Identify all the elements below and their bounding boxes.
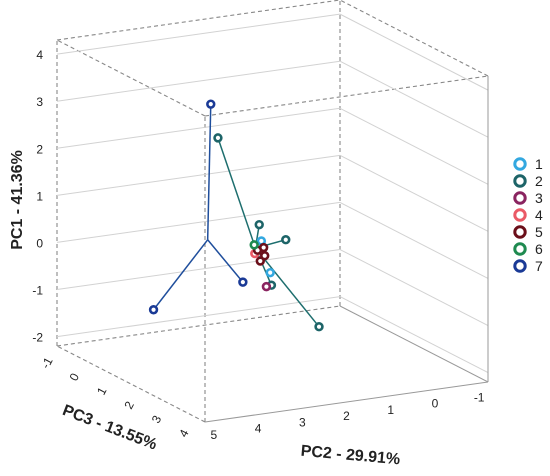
y-tick-label: 2	[36, 142, 43, 156]
legend-marker-4	[513, 208, 527, 222]
legend-label-7: 7	[535, 258, 543, 274]
dendrogram-links	[152, 104, 320, 328]
link-series-7	[207, 239, 244, 283]
gridline-side-wall	[339, 13, 489, 91]
box-edge-front	[204, 381, 489, 423]
link-series-7	[206, 104, 212, 240]
x-tick-label: 2	[343, 409, 350, 423]
gridline-back-wall	[56, 107, 341, 149]
legend-label-4: 4	[535, 207, 543, 223]
gridline-back-wall	[56, 13, 341, 55]
z-tick-label: 2	[121, 399, 137, 412]
legend-marker-6	[513, 242, 527, 256]
data-point-series-1	[265, 267, 275, 278]
legend-label-2: 2	[535, 173, 543, 189]
legend-marker-5	[513, 225, 527, 239]
data-point-series-2	[314, 322, 324, 332]
x-tick-label: 3	[299, 415, 306, 429]
data-point-series-3	[261, 281, 272, 292]
box-edge-back	[56, 305, 341, 347]
legend-label-1: 1	[535, 156, 543, 172]
legend-label-3: 3	[535, 190, 543, 206]
legend-marker-2	[513, 174, 527, 188]
x-tick-label: -1	[474, 390, 485, 404]
gridline-side-wall	[339, 249, 489, 326]
gridline-back-wall	[56, 201, 341, 243]
y-tick-label: 4	[36, 48, 43, 62]
x-axis-ticks: 5 4 3 2 1 0 -1	[211, 390, 485, 442]
gridline-back-wall	[56, 60, 341, 102]
link-series-7	[152, 239, 209, 311]
x-tick-label: 0	[432, 397, 439, 411]
x-tick-label: 1	[387, 403, 394, 417]
legend-marker-7	[513, 259, 527, 273]
x-tick-label: 4	[255, 422, 262, 436]
data-point-series-6	[249, 240, 259, 250]
link-series-2	[254, 247, 320, 328]
legend-marker-1	[513, 157, 527, 171]
y-tick-label: -2	[32, 331, 43, 345]
data-points	[148, 99, 324, 332]
z-tick-label: -1	[38, 355, 56, 371]
data-point-series-2	[213, 133, 223, 143]
box-edge-back	[56, 0, 341, 41]
z-tick-label: 1	[94, 385, 110, 398]
gridline-back-wall	[56, 296, 341, 338]
legend-label-6: 6	[535, 241, 543, 257]
box-back-frame	[56, 0, 489, 423]
box-edge-front	[339, 305, 489, 383]
gridline-side-wall	[339, 60, 489, 138]
gridline-side-wall	[339, 296, 489, 374]
gridline-side-wall	[339, 154, 489, 232]
data-point-series-2	[254, 219, 264, 230]
y-tick-label: 1	[36, 189, 43, 203]
box-front-frame	[204, 76, 489, 423]
box-edge-back	[204, 75, 489, 117]
y-axis-ticks: -2 -1 0 1 2 3 4	[32, 48, 43, 344]
y-tick-label: -1	[32, 284, 43, 298]
z-tick-label: 0	[67, 370, 83, 383]
x-axis-title: PC2 - 29.91%	[300, 443, 401, 469]
grid-lines	[56, 13, 489, 374]
data-point-series-2	[281, 235, 291, 245]
data-point-series-5	[258, 242, 269, 253]
data-point-series-7	[206, 99, 216, 109]
y-axis-title: PC1 - 41.36%	[9, 150, 26, 250]
data-point-series-7	[238, 277, 248, 287]
gridline-back-wall	[56, 154, 341, 196]
legend-label-5: 5	[535, 224, 543, 240]
z-tick-label: 4	[176, 427, 192, 440]
z-axis-title: PC3 - 13.55%	[60, 402, 159, 454]
gridline-side-wall	[339, 201, 489, 279]
legend-marker-3	[513, 191, 527, 205]
z-tick-label: 3	[149, 413, 165, 426]
box-edge-back	[339, 0, 489, 77]
x-tick-label: 5	[211, 428, 218, 442]
y-tick-label: 3	[36, 95, 43, 109]
link-series-2	[217, 137, 257, 249]
data-point-series-5	[255, 256, 265, 266]
gridline-side-wall	[339, 107, 489, 185]
gridline-back-wall	[56, 249, 341, 291]
y-tick-label: 0	[36, 236, 43, 250]
data-point-series-7	[148, 305, 159, 315]
